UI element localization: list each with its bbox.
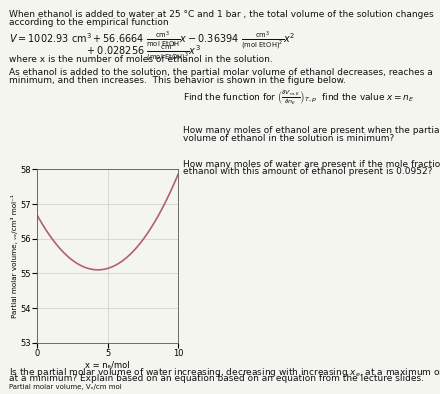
Text: $\quad\quad\quad\quad\quad\quad\quad\quad + 0.028256\ \frac{\mathrm{cm}^3}{(\mat: $\quad\quad\quad\quad\quad\quad\quad\qua… (9, 41, 201, 64)
Text: How many moles of ethanol are present when the partial molar: How many moles of ethanol are present wh… (183, 126, 440, 135)
Text: minimum, and then increases.  This behavior is shown in the figure below.: minimum, and then increases. This behavi… (9, 76, 346, 85)
Text: How many moles of water are present if the mole fraction of: How many moles of water are present if t… (183, 160, 440, 169)
Text: at a minimum? Explain based on an equation based on an equation from the lecture: at a minimum? Explain based on an equati… (9, 374, 424, 383)
Text: where x is the number of moles of ethanol in the solution.: where x is the number of moles of ethano… (9, 55, 272, 64)
Text: volume of ethanol in the solution is minimum?: volume of ethanol in the solution is min… (183, 134, 394, 143)
Text: according to the empirical function: according to the empirical function (9, 18, 169, 27)
Text: Partial molar volume, Vₑ/cm mol: Partial molar volume, Vₑ/cm mol (9, 384, 121, 390)
Text: Find the function for $\left(\frac{\partial V_{m,E}}{\partial n_E}\right)_{T,p}$: Find the function for $\left(\frac{\part… (183, 89, 414, 107)
Text: Is the partial molar volume of water increasing, decreasing with increasing $x_e: Is the partial molar volume of water inc… (9, 366, 440, 379)
Text: When ethanol is added to water at 25 °C and 1 bar , the total volume of the solu: When ethanol is added to water at 25 °C … (9, 10, 433, 19)
Text: $V = 1002.93\ \mathrm{cm}^3 + 56.6664\ \frac{\mathrm{cm}^3}{\mathrm{mol\ EtOH}}x: $V = 1002.93\ \mathrm{cm}^3 + 56.6664\ \… (9, 30, 295, 52)
X-axis label: x = nₑ/mol: x = nₑ/mol (85, 361, 130, 370)
Text: As ethanol is added to the solution, the partial molar volume of ethanol decreas: As ethanol is added to the solution, the… (9, 68, 433, 77)
Text: ethanol with this amount of ethanol present is 0.0952?: ethanol with this amount of ethanol pres… (183, 167, 432, 177)
Y-axis label: Partial molar volume, ᵥₑ/cm³ mol⁻¹: Partial molar volume, ᵥₑ/cm³ mol⁻¹ (11, 194, 18, 318)
